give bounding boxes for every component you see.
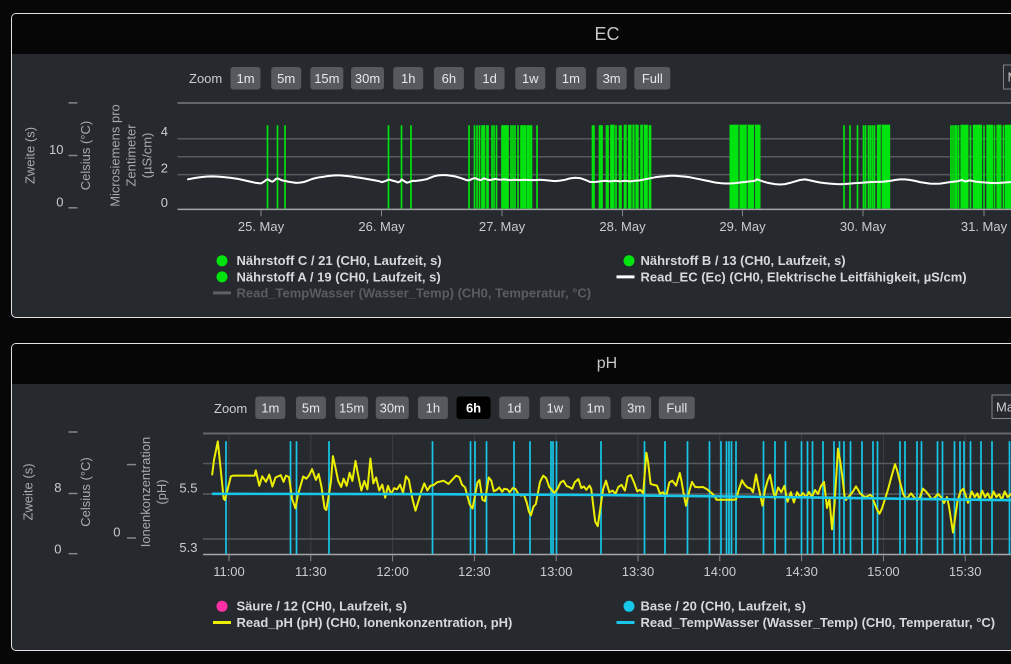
- svg-text:Base / 20 (CH0, Laufzeit, s): Base / 20 (CH0, Laufzeit, s): [641, 599, 806, 614]
- svg-text:10: 10: [49, 142, 63, 157]
- svg-text:0: 0: [113, 525, 120, 540]
- svg-text:15:00: 15:00: [867, 564, 900, 579]
- svg-text:Read_EC (Ec) (CH0, Elektrische: Read_EC (Ec) (CH0, Elektrische Leitfähig…: [641, 269, 967, 284]
- svg-text:0: 0: [56, 195, 63, 210]
- svg-text:Ionenkonzentration: Ionenkonzentration: [138, 437, 153, 548]
- svg-text:Zoom: Zoom: [214, 401, 247, 416]
- svg-text:3m: 3m: [603, 71, 621, 86]
- svg-text:30m: 30m: [380, 401, 405, 416]
- svg-text:30. May: 30. May: [840, 219, 887, 234]
- svg-text:1w: 1w: [547, 401, 564, 416]
- svg-text:Full: Full: [666, 401, 687, 416]
- svg-text:Full: Full: [642, 71, 663, 86]
- svg-text:13:30: 13:30: [622, 564, 655, 579]
- svg-text:1d: 1d: [482, 71, 496, 86]
- svg-text:4: 4: [161, 124, 168, 139]
- svg-text:1m: 1m: [562, 71, 580, 86]
- svg-text:1m: 1m: [586, 401, 604, 416]
- svg-text:Nährstoff C / 21 (CH0, Laufzei: Nährstoff C / 21 (CH0, Laufzeit, s): [237, 253, 442, 268]
- svg-text:Ma: Ma: [996, 400, 1011, 415]
- svg-text:15m: 15m: [339, 401, 364, 416]
- svg-text:14:00: 14:00: [704, 564, 737, 579]
- svg-text:Microsiemens pro: Microsiemens pro: [108, 104, 123, 207]
- svg-text:5m: 5m: [277, 71, 295, 86]
- svg-text:8: 8: [54, 480, 61, 495]
- svg-text:6h: 6h: [442, 71, 456, 86]
- svg-text:29. May: 29. May: [719, 219, 766, 234]
- svg-text:12:00: 12:00: [376, 564, 409, 579]
- svg-text:13:00: 13:00: [540, 564, 573, 579]
- svg-text:Celsius (°C): Celsius (°C): [78, 457, 93, 526]
- svg-text:Nährstoff B / 13 (CH0, Laufzei: Nährstoff B / 13 (CH0, Laufzeit, s): [641, 253, 846, 268]
- svg-text:1h: 1h: [401, 71, 415, 86]
- svg-text:Celsius (°C): Celsius (°C): [78, 121, 93, 190]
- svg-text:Ma: Ma: [1008, 70, 1011, 85]
- svg-text:5.5: 5.5: [179, 481, 197, 496]
- svg-text:14:30: 14:30: [785, 564, 818, 579]
- svg-text:Read_pH (pH) (CH0, Ionenkonzen: Read_pH (pH) (CH0, Ionenkonzentration, p…: [237, 615, 513, 630]
- svg-text:5m: 5m: [302, 401, 320, 416]
- svg-text:28. May: 28. May: [599, 219, 646, 234]
- svg-text:3m: 3m: [627, 401, 645, 416]
- svg-text:Nährstoff A / 19 (CH0, Laufzei: Nährstoff A / 19 (CH0, Laufzeit, s): [237, 269, 441, 284]
- svg-text:Zoom: Zoom: [189, 71, 222, 86]
- svg-text:(pH): (pH): [154, 479, 169, 504]
- svg-text:(µS/cm): (µS/cm): [140, 133, 155, 179]
- svg-text:11:30: 11:30: [295, 564, 327, 579]
- svg-text:31. May: 31. May: [961, 219, 1008, 234]
- svg-text:Zweite (s): Zweite (s): [23, 127, 38, 184]
- svg-text:11:00: 11:00: [213, 564, 245, 579]
- svg-text:26. May: 26. May: [358, 219, 405, 234]
- svg-text:0: 0: [54, 541, 61, 556]
- svg-text:Read_TempWasser (Wasser_Temp): Read_TempWasser (Wasser_Temp) (CH0, Temp…: [237, 285, 592, 300]
- svg-text:1w: 1w: [522, 71, 539, 86]
- svg-text:15:30: 15:30: [949, 564, 982, 579]
- svg-text:1m: 1m: [261, 401, 279, 416]
- svg-text:25. May: 25. May: [238, 219, 285, 234]
- svg-text:Read_TempWasser (Wasser_Temp): Read_TempWasser (Wasser_Temp) (CH0, Temp…: [641, 615, 996, 630]
- svg-text:Zentimeter: Zentimeter: [124, 124, 139, 187]
- svg-text:Säure / 12 (CH0, Laufzeit, s): Säure / 12 (CH0, Laufzeit, s): [237, 599, 408, 614]
- svg-text:2: 2: [161, 161, 168, 176]
- svg-text:1m: 1m: [236, 71, 254, 86]
- svg-text:Zweite (s): Zweite (s): [21, 463, 36, 520]
- svg-text:6h: 6h: [466, 401, 481, 416]
- svg-text:15m: 15m: [314, 71, 339, 86]
- svg-text:0: 0: [161, 195, 168, 210]
- svg-text:30m: 30m: [355, 71, 380, 86]
- svg-text:1d: 1d: [507, 401, 521, 416]
- svg-text:27. May: 27. May: [479, 219, 526, 234]
- svg-text:5.3: 5.3: [179, 540, 197, 555]
- svg-text:1h: 1h: [426, 401, 440, 416]
- svg-text:12:30: 12:30: [458, 564, 491, 579]
